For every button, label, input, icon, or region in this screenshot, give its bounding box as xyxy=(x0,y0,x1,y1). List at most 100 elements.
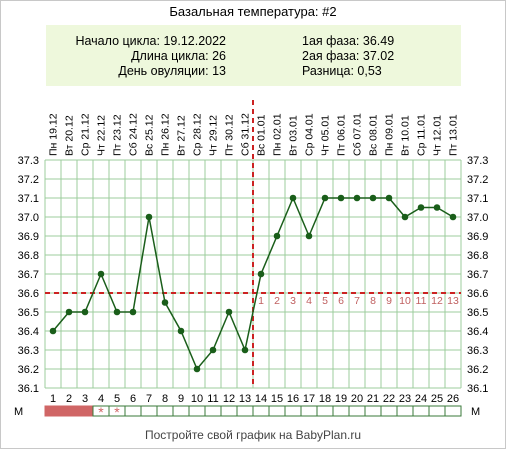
date-label: Сб 31.12 xyxy=(240,113,252,156)
menses-cell xyxy=(268,405,286,417)
date-label: Вт 20.12 xyxy=(64,115,76,156)
y-tick-label-left: 37.2 xyxy=(18,174,39,186)
menses-cell xyxy=(124,405,142,417)
y-tick-label-left: 36.5 xyxy=(18,307,39,319)
date-label: Чт 05.01 xyxy=(320,115,332,156)
temperature-point xyxy=(433,204,441,211)
spotting-marker: * xyxy=(98,404,104,420)
temperature-point xyxy=(209,346,217,354)
menses-cell xyxy=(172,405,190,417)
date-label: Вт 03.01 xyxy=(288,115,300,156)
temperature-point xyxy=(289,194,297,202)
temperature-point xyxy=(337,194,345,202)
day-number: 24 xyxy=(415,393,427,405)
post-ovulation-day: 8 xyxy=(370,295,376,307)
y-tick-label-right: 36.9 xyxy=(467,231,488,243)
ovulation-day: День овуляции: 13 xyxy=(118,64,226,78)
menses-cell xyxy=(76,405,94,417)
y-tick-label-left: 37.3 xyxy=(18,155,39,167)
menses-cell xyxy=(140,405,158,417)
menses-cell xyxy=(348,405,366,417)
y-tick-label-left: 36.8 xyxy=(18,250,39,262)
date-label: Вс 08.01 xyxy=(368,114,380,156)
day-number: 22 xyxy=(383,393,395,405)
day-number: 21 xyxy=(367,393,379,405)
day-number: 1 xyxy=(50,393,56,405)
day-number: 23 xyxy=(399,393,411,405)
temperature-point xyxy=(273,232,281,240)
temperature-point xyxy=(129,308,137,316)
phase-1: 1ая фаза: 36.49 xyxy=(302,34,395,48)
post-ovulation-day: 6 xyxy=(338,295,344,307)
date-label: Пн 09.01 xyxy=(384,113,396,156)
menses-cell xyxy=(444,405,462,417)
cycle-start: Начало цикла: 19.12.2022 xyxy=(75,34,226,48)
day-number: 12 xyxy=(223,393,235,405)
y-tick-label-left: 36.6 xyxy=(18,288,39,300)
temperature-point xyxy=(369,194,377,202)
post-ovulation-day: 4 xyxy=(306,295,312,307)
day-number: 6 xyxy=(130,393,136,405)
menses-cell xyxy=(428,405,446,417)
date-label: Пн 02.01 xyxy=(272,113,284,156)
menses-cell xyxy=(204,405,222,417)
date-label: Пт 30.12 xyxy=(224,114,236,156)
day-number: 11 xyxy=(207,393,218,405)
temperature-point xyxy=(353,194,361,202)
date-label: Пт 23.12 xyxy=(112,114,124,156)
date-label: Вс 25.12 xyxy=(144,114,156,156)
footer-link[interactable]: Постройте свой график на BabyPlan.ru xyxy=(144,428,362,442)
chart-title: Базальная температура: #2 xyxy=(169,4,337,19)
day-number: 15 xyxy=(271,393,283,405)
temperature-point xyxy=(65,308,73,316)
temperature-point xyxy=(193,365,201,373)
date-label: Чт 29.12 xyxy=(208,115,220,156)
day-number: 3 xyxy=(82,393,88,405)
date-label: Вт 10.01 xyxy=(400,115,412,156)
y-tick-label-right: 37.2 xyxy=(467,174,488,186)
spotting-marker: * xyxy=(114,404,120,420)
y-tick-label-left: 36.4 xyxy=(18,326,39,338)
day-number: 17 xyxy=(303,393,315,405)
day-number: 20 xyxy=(351,393,363,405)
phase-2: 2ая фаза: 37.02 xyxy=(302,49,395,63)
post-ovulation-day: 1 xyxy=(258,295,264,307)
m-label-left: М xyxy=(14,406,23,418)
temperature-point xyxy=(417,204,425,211)
temperature-point xyxy=(97,270,105,278)
menses-cell xyxy=(236,405,254,417)
y-tick-label-right: 36.3 xyxy=(467,345,488,357)
day-number: 9 xyxy=(178,393,184,405)
temperature-point xyxy=(385,194,393,202)
date-label: Ср 11.01 xyxy=(416,114,428,156)
date-label: Пт 13.01 xyxy=(448,114,460,156)
menses-cell xyxy=(380,405,398,417)
y-tick-label-left: 36.1 xyxy=(18,383,39,395)
day-number: 5 xyxy=(114,393,120,405)
temperature-point xyxy=(81,308,89,316)
date-label: Пн 26.12 xyxy=(160,113,172,156)
y-tick-label-right: 37.3 xyxy=(467,155,488,167)
temperature-point xyxy=(241,346,249,354)
temperature-point xyxy=(401,213,409,221)
temperature-point xyxy=(257,270,265,278)
y-tick-label-left: 37.0 xyxy=(18,212,39,224)
temperature-point xyxy=(161,299,169,306)
date-label: Вс 01.01 xyxy=(256,114,268,156)
temperature-point xyxy=(145,213,153,221)
y-tick-label-left: 36.7 xyxy=(18,269,39,281)
y-tick-label-right: 36.8 xyxy=(467,250,488,262)
day-number: 7 xyxy=(146,393,152,405)
day-number: 14 xyxy=(255,393,267,405)
y-tick-label-right: 36.6 xyxy=(467,288,488,300)
y-tick-label-right: 36.7 xyxy=(467,269,488,281)
post-ovulation-day: 10 xyxy=(399,295,411,307)
post-ovulation-day: 13 xyxy=(447,295,459,307)
temperature-point xyxy=(49,327,57,335)
date-label: Пн 19.12 xyxy=(48,113,60,156)
date-label: Чт 22.12 xyxy=(96,115,108,156)
post-ovulation-day: 5 xyxy=(322,295,328,307)
post-ovulation-day: 9 xyxy=(386,295,392,307)
difference: Разница: 0,53 xyxy=(302,64,382,78)
